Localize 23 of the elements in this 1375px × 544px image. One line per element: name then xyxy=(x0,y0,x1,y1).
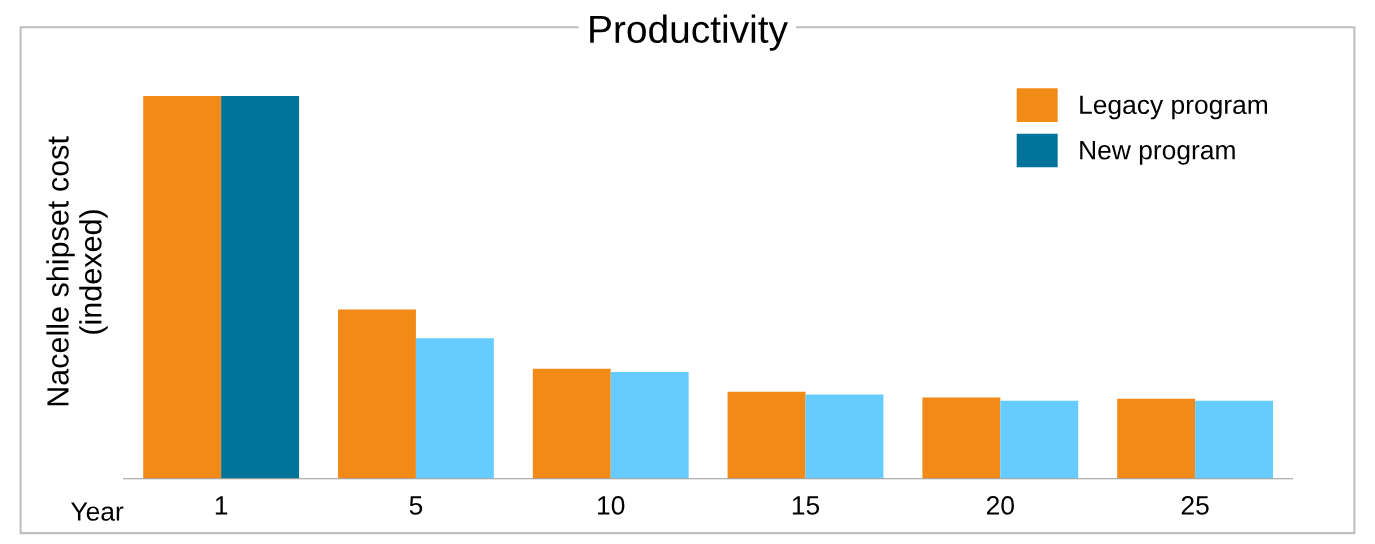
bar xyxy=(338,309,416,479)
legend-label: New program xyxy=(1080,141,1235,165)
bar xyxy=(1117,398,1196,479)
bar xyxy=(415,338,494,479)
bar xyxy=(1195,400,1274,479)
bar xyxy=(532,368,611,479)
x-axis-title: Year xyxy=(71,502,124,521)
bar xyxy=(143,95,222,479)
bar xyxy=(727,391,806,479)
x-tick-label: 20 xyxy=(986,496,1014,515)
x-tick-label: 15 xyxy=(792,496,820,515)
x-tick-label: 10 xyxy=(598,496,625,515)
bar xyxy=(922,397,1001,479)
bar xyxy=(610,371,689,479)
bar xyxy=(805,394,884,479)
chart-title: Productivity xyxy=(590,14,788,51)
legend-label: Legacy program xyxy=(1080,95,1268,120)
bar xyxy=(1000,400,1079,479)
x-tick-label: 1 xyxy=(215,496,228,515)
x-tick-label: 5 xyxy=(409,496,423,515)
x-tick-label: 25 xyxy=(1181,496,1209,515)
y-axis-title: Nacelle shipset cost (indexed) xyxy=(46,136,108,406)
bar xyxy=(221,95,300,479)
